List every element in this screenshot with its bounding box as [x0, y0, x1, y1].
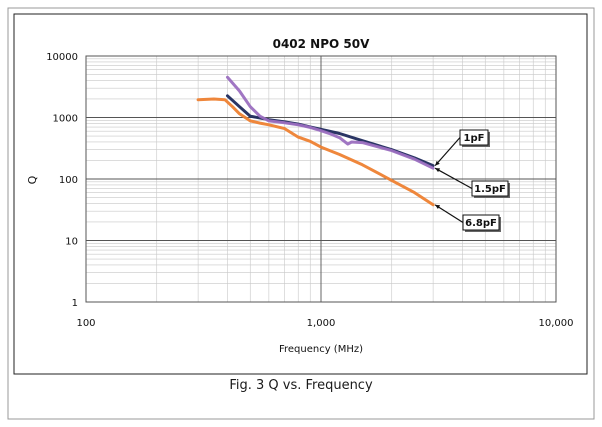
callout-arrowhead	[435, 160, 440, 166]
tick-labels: 100 1,000 10,000 1 10 100 1000 10000	[46, 52, 573, 329]
series-layer	[196, 75, 435, 207]
y-axis-label: Q	[26, 175, 39, 184]
callout-layer: 1pF 1.5pF 6.8pF	[434, 129, 510, 232]
callout-box	[459, 129, 489, 146]
callout-arrowhead	[435, 168, 441, 173]
series-line-6-8pf	[196, 97, 435, 207]
x-tick-label: 10,000	[539, 318, 574, 329]
legend-label-6-8pf: 6.8pF	[465, 218, 497, 229]
figure-caption: Fig. 3 Q vs. Frequency	[229, 378, 373, 393]
y-tick-label: 10000	[46, 52, 78, 63]
callout-leader	[434, 167, 473, 190]
chart-title: 0402 NPO 50V	[273, 37, 370, 51]
callout-box	[462, 214, 500, 231]
x-tick-label: 1,000	[307, 318, 336, 329]
grid-lines	[85, 55, 557, 303]
legend-label-1pf: 1pF	[464, 133, 485, 144]
y-tick-label: 1000	[53, 114, 78, 125]
x-axis-label: Frequency (MHz)	[279, 344, 363, 355]
callout-leader	[434, 204, 464, 224]
callout-box	[471, 180, 509, 197]
y-tick-label: 1	[72, 298, 78, 309]
y-tick-label: 100	[59, 175, 78, 186]
callout-leader	[434, 137, 461, 167]
series-line-1-5pf	[226, 75, 435, 170]
legend-label-1-5pf: 1.5pF	[474, 184, 506, 195]
x-tick-label: 100	[76, 318, 95, 329]
callout-arrowhead	[435, 204, 441, 210]
y-tick-label: 10	[65, 237, 78, 248]
